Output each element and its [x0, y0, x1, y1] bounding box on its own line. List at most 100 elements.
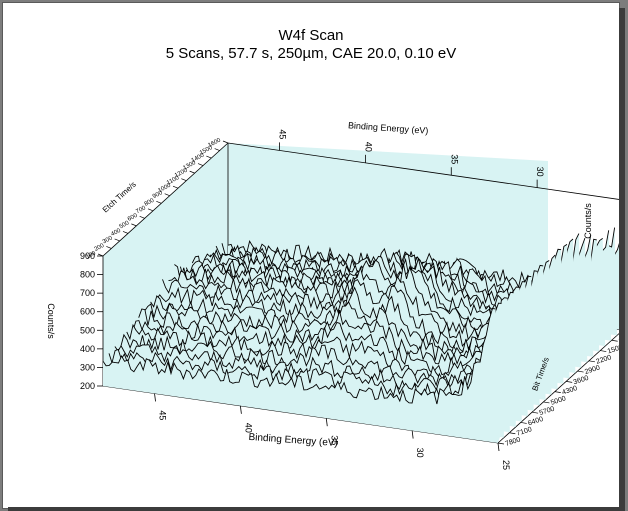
x-axis-label-front: Binding Energy (eV)	[248, 432, 338, 449]
depth-tick-label-back: 1400	[191, 152, 206, 164]
depth-tick-front	[611, 339, 618, 342]
depth-tick-front	[497, 442, 505, 445]
plot-box-edge	[102, 142, 229, 257]
spectrum-trace	[126, 286, 520, 381]
x-tick-front	[239, 405, 242, 414]
depth-tick-label-back: 600	[127, 212, 139, 222]
depth-tick-label-back: 100	[85, 250, 97, 260]
depth-tick-back	[156, 200, 162, 204]
x-tick-label-front: 45	[158, 410, 168, 420]
y-tick-label-left: 700	[80, 288, 95, 298]
depth-tick-front	[543, 401, 550, 404]
depth-tick-label-front: 7800	[504, 436, 521, 448]
depth-tick-back	[206, 155, 212, 159]
waterfall-plot: 4545404035353030252520030040050060070080…	[46, 120, 619, 470]
depth-tick-label-back: 1000	[157, 182, 172, 194]
spectrum-trace	[102, 308, 496, 405]
depth-axis-label-back: Etch Time/s	[101, 180, 138, 215]
depth-tick-back	[114, 238, 120, 242]
x-axis-label-back: Binding Energy (eV)	[348, 120, 429, 136]
depth-tick-front	[566, 381, 573, 383]
depth-tick-label-back: 500	[119, 220, 131, 230]
spectrum-trace	[114, 297, 508, 393]
depth-tick-front	[588, 360, 595, 363]
depth-tick-label-front: 3600	[573, 375, 590, 387]
y-tick-label-left: 900	[80, 251, 95, 261]
x-tick-front	[497, 442, 500, 452]
axis-ticks: 4545404035353030252520030040050060070080…	[80, 129, 619, 470]
spectra-traces	[102, 227, 619, 443]
depth-tick-back	[172, 185, 179, 189]
chart-subtitle: 5 Scans, 57.7 s, 250µm, CAE 20.0, 0.10 e…	[165, 45, 457, 62]
spectrum-trace	[156, 260, 550, 353]
depth-tick-front	[577, 370, 584, 373]
spectrum-trace	[108, 302, 502, 400]
depth-tick-front	[554, 391, 561, 393]
depth-tick-label-front: 5700	[539, 406, 556, 418]
page-shadow-bottom	[8, 507, 625, 511]
depth-tick-back	[106, 246, 112, 249]
y-axis-label-right: Counts/s	[583, 203, 593, 239]
plot-box-edge	[497, 333, 619, 444]
chart-title: W4f Scan	[278, 27, 344, 44]
x-tick-label-front: 35	[329, 435, 339, 445]
x-tick-label-back: 30	[535, 167, 545, 177]
depth-tick-label-front: 1500	[607, 344, 619, 356]
page-shadow-right	[619, 8, 625, 508]
y-tick-label-left: 600	[80, 307, 95, 317]
depth-tick-label-front: 5000	[550, 395, 567, 407]
plot-box-edge	[227, 142, 619, 200]
y-tick-label-left: 800	[80, 270, 95, 280]
depth-tick-back	[97, 253, 104, 257]
depth-tick-label-front: 2200	[595, 354, 612, 366]
spectrum-trace	[138, 275, 532, 365]
depth-tick-label-back: 700	[135, 205, 147, 215]
depth-tick-label-back: 1200	[174, 167, 189, 179]
x-tick-front	[325, 418, 328, 427]
depth-tick-label-front: 2900	[584, 364, 601, 376]
y-tick-label-left: 200	[80, 381, 95, 391]
depth-tick-back	[222, 140, 229, 144]
depth-tick-label-front: 800	[618, 335, 619, 345]
depth-tick-label-back: 400	[110, 228, 122, 238]
depth-tick-label-front: 4300	[561, 385, 578, 397]
depth-tick-label-back: 200	[94, 243, 106, 253]
depth-tick-back	[189, 170, 195, 174]
x-tick-label-back: 35	[449, 154, 459, 164]
y-tick-label-left: 400	[80, 344, 95, 354]
x-tick-label-front: 40	[243, 423, 253, 433]
depth-tick-front	[532, 411, 539, 414]
depth-tick-back	[214, 148, 220, 151]
depth-tick-front	[509, 432, 516, 435]
x-tick-front	[411, 430, 414, 439]
y-tick-label-left: 300	[80, 362, 95, 372]
depth-tick-back	[147, 208, 154, 212]
depth-tick-label-back: 1600	[207, 137, 222, 149]
depth-tick-label-back: 1300	[182, 160, 197, 172]
depth-tick-back	[131, 223, 137, 227]
x-tick-label-front: 25	[501, 460, 511, 470]
depth-tick-label-front: 7100	[516, 426, 533, 438]
depth-tick-back	[197, 163, 204, 166]
depth-tick-label-front: 6400	[527, 416, 544, 428]
depth-tick-front	[520, 422, 527, 424]
trace-fill	[103, 308, 498, 443]
x-tick-label-back: 45	[278, 129, 288, 139]
depth-tick-back	[122, 231, 129, 234]
y-axis-label-left: Counts/s	[46, 303, 56, 339]
x-tick-front	[154, 393, 156, 402]
depth-tick-back	[139, 216, 145, 219]
x-tick-label-front: 30	[415, 448, 425, 458]
y-tick-label-left: 500	[80, 325, 95, 335]
depth-tick-front	[600, 350, 607, 352]
depth-tick-label-back: 1500	[199, 145, 214, 157]
depth-tick-label-back: 300	[102, 235, 114, 245]
depth-tick-label-back: 900	[152, 190, 164, 200]
depth-tick-back	[181, 178, 187, 181]
x-tick-label-back: 40	[363, 142, 373, 152]
depth-tick-label-back: 800	[144, 197, 156, 207]
depth-tick-label-back: 1100	[166, 175, 181, 187]
depth-tick-back	[164, 193, 170, 197]
chart-page: W4f Scan 5 Scans, 57.7 s, 250µm, CAE 20.…	[2, 2, 620, 509]
